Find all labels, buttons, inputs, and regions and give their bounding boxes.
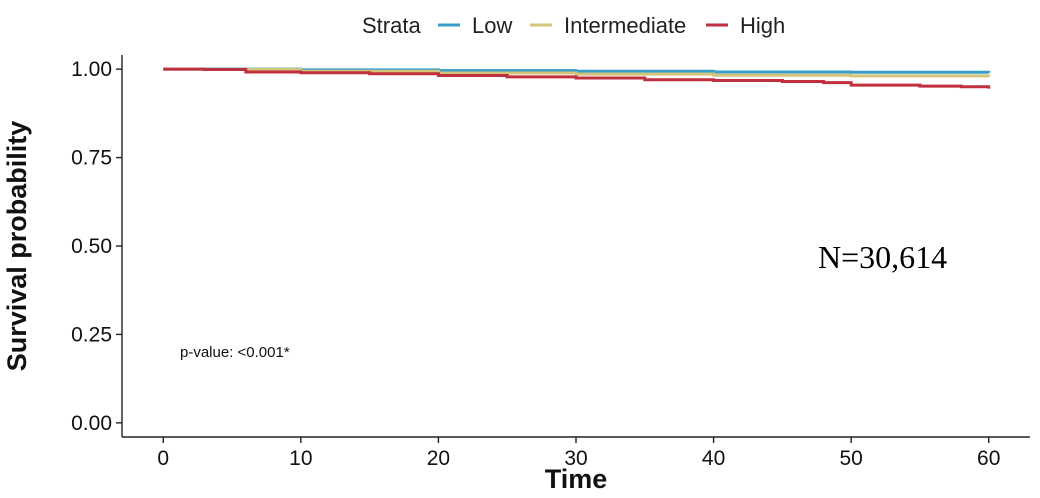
x-tick-label: 30 [564, 447, 587, 470]
plot-area [163, 67, 991, 89]
series-line-high [163, 67, 991, 89]
p-value-annotation: p-value: <0.001* [180, 344, 290, 361]
x-tick-label: 50 [839, 447, 862, 470]
sample-size-annotation: N=30,614 [818, 239, 947, 275]
x-tick-label: 60 [977, 447, 1000, 470]
y-tick-label: 0.00 [71, 412, 112, 435]
legend-label-intermediate: Intermediate [564, 13, 686, 38]
y-tick-label: 0.50 [71, 235, 112, 258]
x-tick-label: 20 [427, 447, 450, 470]
legend-label-low: Low [472, 13, 512, 38]
legend: Strata Low Intermediate High [362, 13, 785, 38]
x-axis-title: Time [545, 464, 608, 494]
y-tick-label: 0.75 [71, 147, 112, 170]
y-axis-title: Survival probability [2, 121, 32, 372]
x-tick-label: 10 [289, 447, 312, 470]
y-tick-label: 1.00 [71, 58, 112, 81]
y-tick-label: 0.25 [71, 323, 112, 346]
x-axis-ticks: 0 10 20 30 40 50 60 [157, 437, 1000, 470]
y-axis-ticks: 0.00 0.25 0.50 0.75 1.00 [71, 58, 122, 435]
legend-label-high: High [740, 13, 785, 38]
x-tick-label: 0 [157, 447, 169, 470]
x-tick-label: 40 [702, 447, 725, 470]
legend-title: Strata [362, 13, 421, 38]
